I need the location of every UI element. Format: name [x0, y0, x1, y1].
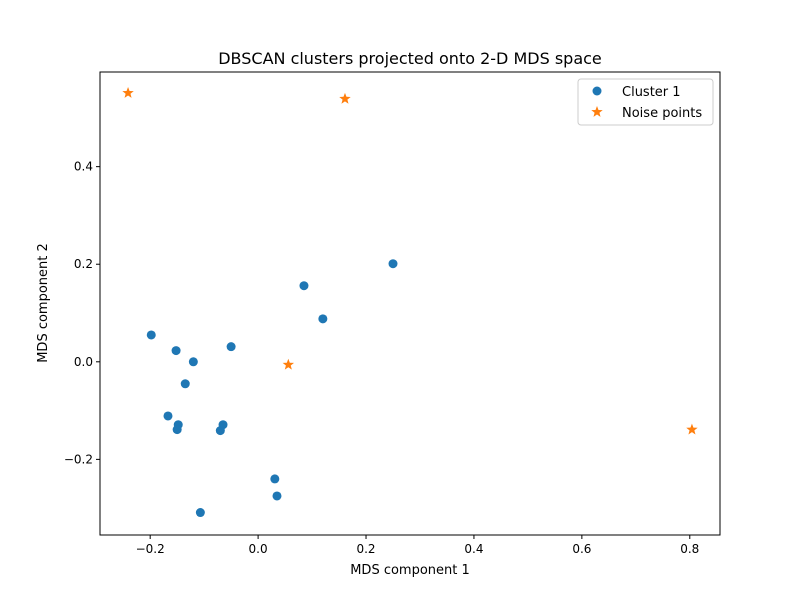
legend-box: [577, 78, 714, 126]
noise-point: [282, 358, 295, 370]
legend-star-icon: [591, 106, 603, 117]
legend: Cluster 1 Noise points: [577, 78, 714, 126]
cluster-point: [188, 357, 198, 367]
cluster-point: [146, 330, 156, 340]
cluster-point: [299, 281, 309, 291]
x-axis-label: MDS component 1: [350, 563, 470, 578]
x-tick-label: 0.8: [680, 542, 699, 556]
legend-circle-icon: [592, 86, 602, 96]
x-tick-label: 0.4: [464, 542, 483, 556]
cluster-point: [163, 411, 173, 421]
cluster-point: [195, 508, 205, 518]
cluster-point: [180, 379, 190, 389]
x-axis-ticks: −0.2 0.0 0.2 0.4 0.6 0.8: [136, 535, 699, 556]
plot-area: [99, 71, 721, 536]
y-axis-label: MDS component 2: [36, 243, 51, 363]
x-tick-label: 0.0: [249, 542, 268, 556]
cluster-point: [172, 425, 182, 435]
cluster-point: [171, 346, 181, 356]
y-tick-label: 0.4: [74, 160, 93, 174]
cluster-point: [270, 474, 280, 484]
cluster-point: [388, 259, 398, 269]
y-tick-label: 0.2: [74, 257, 93, 271]
noise-point: [686, 423, 698, 435]
cluster-point: [215, 426, 225, 436]
x-tick-label: 0.6: [572, 542, 591, 556]
x-tick-label: 0.2: [356, 542, 375, 556]
cluster-point: [318, 314, 328, 324]
noise-point: [339, 92, 351, 104]
noise-point: [122, 86, 134, 98]
y-tick-label: 0.0: [74, 355, 93, 369]
y-tick-label: −0.2: [64, 452, 93, 466]
x-tick-label: −0.2: [136, 542, 165, 556]
chart-title: DBSCAN clusters projected onto 2-D MDS s…: [218, 49, 602, 68]
cluster-point: [272, 491, 282, 501]
cluster-point: [226, 342, 236, 352]
y-axis-ticks: −0.2 0.0 0.2 0.4: [64, 160, 100, 466]
legend-label: Noise points: [622, 106, 702, 121]
data-points: [122, 86, 698, 518]
legend-label: Cluster 1: [622, 85, 681, 100]
